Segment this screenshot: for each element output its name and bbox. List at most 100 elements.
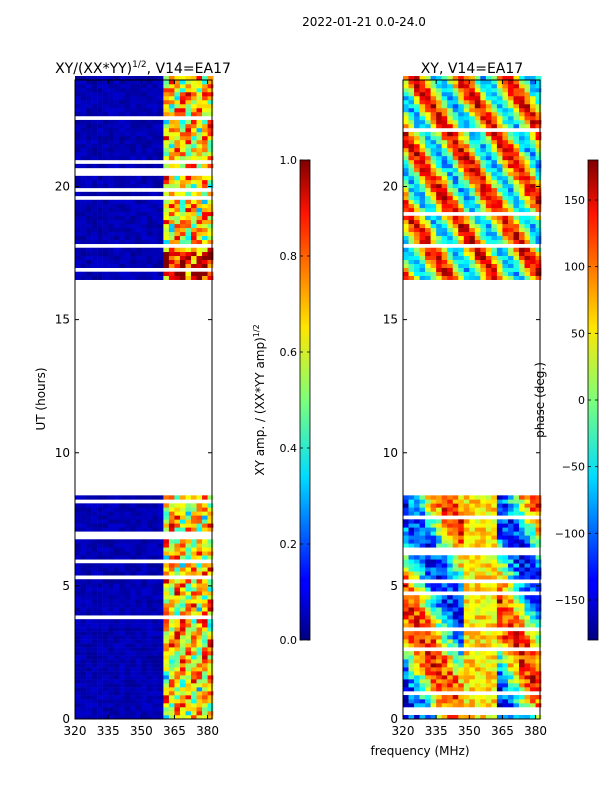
phase-cell: [430, 159, 437, 165]
amplitude-cell: [157, 119, 164, 125]
amplitude-cell: [174, 251, 181, 257]
phase-cell: [530, 539, 536, 544]
amplitude-cell: [157, 655, 164, 660]
phase-cell: [408, 635, 415, 640]
amplitude-cell: [157, 211, 164, 217]
phase-cell: [414, 251, 420, 257]
amplitude-cell: [97, 155, 103, 161]
amplitude-cell: [141, 631, 148, 636]
phase-cell: [507, 699, 514, 704]
amplitude-cell: [135, 631, 142, 636]
amplitude-cell: [196, 683, 203, 688]
amplitude-cell: [196, 239, 203, 245]
amplitude-cell: [75, 123, 81, 129]
amplitude-cell: [91, 683, 98, 688]
amplitude-cell: [157, 223, 164, 229]
amplitude-cell: [141, 643, 148, 648]
amplitude-cell: [174, 627, 181, 632]
phase-cell: [513, 543, 520, 548]
phase-cell: [474, 603, 481, 608]
phase-cell: [480, 659, 487, 664]
amplitude-cell: [179, 275, 186, 280]
phase-cell: [507, 659, 514, 664]
amplitude-cell: [152, 543, 159, 548]
amplitude-cell: [135, 155, 142, 161]
phase-cell: [496, 571, 503, 576]
phase-cell: [469, 567, 476, 572]
amplitude-cell: [207, 523, 214, 528]
phase-cell: [519, 203, 525, 209]
amplitude-cell: [135, 547, 142, 552]
phase-cell: [535, 151, 542, 157]
phase-cell: [513, 615, 520, 620]
amplitude-cell: [102, 547, 109, 552]
amplitude-cell: [130, 635, 137, 640]
amplitude-cell: [113, 151, 120, 157]
phase-cell: [408, 131, 415, 137]
amplitude-cell: [163, 199, 170, 205]
phase-cell: [458, 191, 465, 197]
phase-cell: [496, 151, 503, 157]
amplitude-cell: [179, 103, 186, 109]
phase-cell: [419, 499, 426, 504]
amplitude-cell: [202, 227, 208, 233]
phase-cell: [436, 275, 442, 280]
amplitude-cell: [135, 651, 142, 656]
amplitude-cell: [130, 655, 137, 660]
phase-cell: [524, 507, 531, 512]
amplitude-cell: [202, 203, 208, 209]
phase-cell: [535, 123, 542, 129]
amplitude-cell: [157, 711, 164, 716]
phase-cell: [430, 139, 437, 145]
phase-cell: [502, 195, 509, 201]
amplitude-cell: [124, 275, 131, 280]
amplitude-cell: [97, 87, 103, 93]
amplitude-cell: [179, 175, 186, 181]
amplitude-cell: [191, 639, 197, 644]
amplitude-cell: [196, 247, 203, 253]
amplitude-cell: [207, 131, 214, 137]
amplitude-cell: [80, 155, 87, 161]
amplitude-cell: [108, 76, 114, 81]
colorbar-tick-label: 0.0: [280, 634, 298, 647]
phase-cell: [441, 523, 448, 528]
phase-cell: [414, 679, 420, 684]
amplitude-cell: [91, 191, 98, 197]
amplitude-cell: [157, 547, 164, 552]
phase-cell: [519, 587, 525, 592]
amplitude-cell: [97, 523, 103, 528]
amplitude-cell: [113, 579, 120, 584]
amplitude-cell: [86, 191, 92, 197]
amplitude-cell: [108, 91, 114, 97]
phase-cell: [491, 583, 498, 588]
amplitude-cell: [196, 203, 203, 209]
phase-cell: [491, 175, 498, 181]
phase-cell: [519, 83, 525, 89]
phase-cell: [469, 675, 476, 680]
amplitude-cell: [168, 655, 175, 660]
phase-cell: [496, 631, 503, 636]
amplitude-cell: [108, 163, 114, 169]
amplitude-cell: [135, 711, 142, 716]
phase-cell: [414, 715, 420, 720]
amplitude-cell: [130, 199, 137, 205]
amplitude-cell: [157, 111, 164, 117]
amplitude-cell: [207, 175, 214, 181]
phase-cell: [535, 76, 542, 81]
phase-cell: [441, 171, 448, 177]
phase-cell: [474, 147, 481, 153]
phase-cell: [436, 111, 442, 117]
phase-cell: [535, 695, 542, 700]
amplitude-cell: [191, 651, 197, 656]
phase-cell: [408, 267, 415, 272]
phase-cell: [524, 131, 531, 137]
amplitude-cell: [97, 80, 103, 85]
amplitude-cell: [86, 591, 92, 596]
amplitude-cell: [152, 107, 159, 113]
phase-cell: [458, 259, 465, 265]
phase-cell: [414, 655, 420, 660]
phase-cell: [507, 87, 514, 93]
phase-cell: [403, 703, 409, 708]
phase-cell: [524, 683, 531, 688]
phase-cell: [535, 155, 542, 161]
